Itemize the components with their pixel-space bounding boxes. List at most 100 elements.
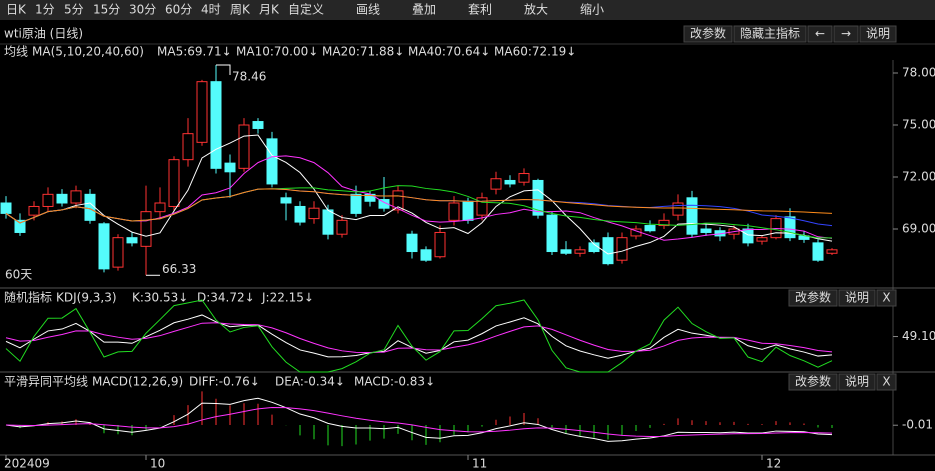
candle-body xyxy=(504,179,516,185)
kdj-line xyxy=(5,322,833,354)
indicator-params: KDJ(9,3,3) xyxy=(56,291,117,305)
candle-body xyxy=(336,219,348,235)
button[interactable] xyxy=(833,25,859,43)
y-tick-label: 72.00 xyxy=(902,170,935,184)
toolbar-bg xyxy=(0,0,935,20)
candle-body xyxy=(210,81,222,169)
legend-item: MA60:72.19↓ xyxy=(494,45,576,59)
toolbar-item[interactable]: 4时 xyxy=(201,3,221,17)
legend-item: MA40:70.64↓ xyxy=(408,45,490,59)
candle-body xyxy=(462,200,474,221)
x-tick-label: 12 xyxy=(766,457,781,471)
x-tick-label: 11 xyxy=(472,457,487,471)
toolbar-item[interactable]: 自定义 xyxy=(288,2,324,17)
toolbar-item[interactable]: 1分 xyxy=(35,3,55,17)
candle-body xyxy=(294,205,306,223)
indicator-value: K:30.53↓ xyxy=(132,291,188,305)
candle-body xyxy=(168,159,180,207)
indicator-value: J:22.15↓ xyxy=(261,291,314,305)
candle-body xyxy=(392,190,404,211)
toolbar-item[interactable]: 放大 xyxy=(524,2,548,17)
candle-body xyxy=(560,249,572,254)
toolbar-item[interactable]: 缩小 xyxy=(580,2,604,17)
button[interactable] xyxy=(733,25,807,43)
legend-label: 均线 xyxy=(4,45,28,59)
candle-body xyxy=(28,205,40,216)
kdj-line xyxy=(5,299,833,373)
candle-body xyxy=(574,249,586,254)
button[interactable] xyxy=(788,289,838,307)
candle-body xyxy=(280,197,292,204)
button-label[interactable]: 改参数 xyxy=(795,290,831,305)
toolbar-item[interactable]: 15分 xyxy=(93,3,120,17)
candle-body xyxy=(434,231,446,258)
candle-body xyxy=(490,178,502,190)
button[interactable] xyxy=(876,373,897,391)
macd-line xyxy=(5,407,833,437)
indicator-value: MACD:-0.83↓ xyxy=(354,375,435,389)
legend-item: MA10:70.00↓ xyxy=(236,45,318,59)
toolbar-item[interactable]: 30分 xyxy=(129,3,156,17)
legend-item: MA20:71.88↓ xyxy=(322,45,404,59)
x-tick-label: 202409 xyxy=(4,457,50,471)
toolbar-item[interactable]: 月K xyxy=(259,3,280,17)
candle-body xyxy=(70,190,82,204)
indicator-label: 平滑异同平均线 xyxy=(4,375,88,389)
toolbar-item[interactable]: 叠加 xyxy=(412,3,436,17)
candle-body xyxy=(532,179,544,216)
button[interactable] xyxy=(788,373,838,391)
ma-line xyxy=(5,188,833,224)
candle-body xyxy=(644,225,656,232)
candle-body xyxy=(448,202,460,221)
y-tick-label: 49.10 xyxy=(902,329,935,343)
candle-body xyxy=(420,249,432,261)
candle-body xyxy=(378,199,390,209)
legend-params: MA(5,10,20,40,60) xyxy=(32,45,144,59)
candle-body xyxy=(196,81,208,143)
high-label: 78.46 xyxy=(232,70,266,84)
button-label[interactable]: X xyxy=(882,291,890,305)
candle-body xyxy=(672,202,684,216)
y-tick-label: 75.00 xyxy=(902,118,935,132)
toolbar-item[interactable]: 日K xyxy=(6,3,27,17)
candle-body xyxy=(602,237,614,265)
candle-body xyxy=(252,121,264,129)
button-label[interactable]: 改参数 xyxy=(795,374,831,389)
symbol-title: wti原油 (日线) xyxy=(4,27,83,41)
candle-body xyxy=(616,237,628,261)
button[interactable] xyxy=(683,25,733,43)
button-label[interactable]: 说明 xyxy=(866,26,890,41)
button-label[interactable]: ← xyxy=(815,27,825,41)
toolbar-item[interactable]: 5分 xyxy=(64,3,84,17)
candle-body xyxy=(826,249,838,254)
candle-body xyxy=(42,193,54,207)
indicator-label: 随机指标 xyxy=(4,290,52,305)
toolbar-item[interactable]: 60分 xyxy=(165,3,192,17)
button[interactable] xyxy=(838,289,876,307)
y-tick-label: -0.01 xyxy=(902,418,933,432)
candle-body xyxy=(140,211,152,247)
button-label[interactable]: 隐藏主指标 xyxy=(740,26,800,41)
button[interactable] xyxy=(876,289,897,307)
y-tick-label: 78.00 xyxy=(902,66,935,80)
button-label[interactable]: 说明 xyxy=(845,374,869,389)
y-tick-label: 69.00 xyxy=(902,222,935,236)
candle-body xyxy=(126,237,138,244)
button-label[interactable]: → xyxy=(841,27,851,41)
candle-body xyxy=(518,173,530,183)
button-label[interactable]: 说明 xyxy=(845,290,869,305)
button[interactable] xyxy=(838,373,876,391)
toolbar-item[interactable]: 画线 xyxy=(356,3,380,17)
toolbar-item[interactable]: 套利 xyxy=(468,3,492,17)
candle-body xyxy=(224,162,236,173)
button[interactable] xyxy=(859,25,897,43)
range-label: 60天 xyxy=(5,268,32,282)
toolbar-item[interactable]: 周K xyxy=(230,3,251,17)
button-label[interactable]: X xyxy=(882,375,890,389)
button-label[interactable]: 改参数 xyxy=(690,26,726,41)
button[interactable] xyxy=(807,25,833,43)
candle-body xyxy=(266,138,278,185)
candle-body xyxy=(0,202,12,214)
candle-body xyxy=(742,228,754,244)
